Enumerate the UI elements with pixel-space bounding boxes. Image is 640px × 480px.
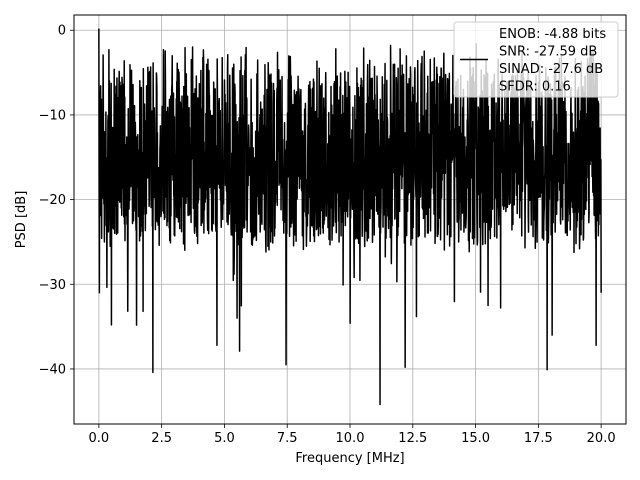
y-tick-label: 0	[58, 24, 66, 39]
x-tick-label: 17.5	[524, 431, 553, 446]
x-tick-label: 10.0	[336, 431, 365, 446]
legend: ENOB: -4.88 bits SNR: -27.59 dB SINAD: -…	[453, 21, 619, 98]
legend-box	[453, 21, 619, 98]
x-axis-label: Frequency [MHz]	[295, 451, 404, 466]
y-tick-label: −10	[39, 108, 66, 123]
x-tick-label: 2.5	[151, 431, 172, 446]
y-tick-label: −40	[39, 362, 66, 377]
legend-sinad: SINAD: -27.6 dB	[499, 62, 603, 77]
legend-snr: SNR: -27.59 dB	[499, 45, 597, 60]
x-tick-label: 15.0	[461, 431, 490, 446]
x-tick-label: 20.0	[587, 431, 616, 446]
legend-enob: ENOB: -4.88 bits	[499, 27, 606, 42]
y-tick-label: −30	[39, 278, 66, 293]
y-tick-label: −20	[39, 193, 66, 208]
x-tick-label: 0.0	[89, 431, 110, 446]
x-tick-label: 7.5	[277, 431, 298, 446]
x-tick-label: 5.0	[214, 431, 235, 446]
x-tick-label: 12.5	[398, 431, 427, 446]
y-axis: 0 −10 −20 −30 −40	[39, 24, 74, 377]
legend-sfdr: SFDR: 0.16	[499, 80, 571, 95]
y-axis-label: PSD [dB]	[14, 191, 29, 249]
x-axis: 0.0 2.5 5.0 7.5 10.0 12.5 15.0 17.5 20.0	[89, 424, 616, 446]
